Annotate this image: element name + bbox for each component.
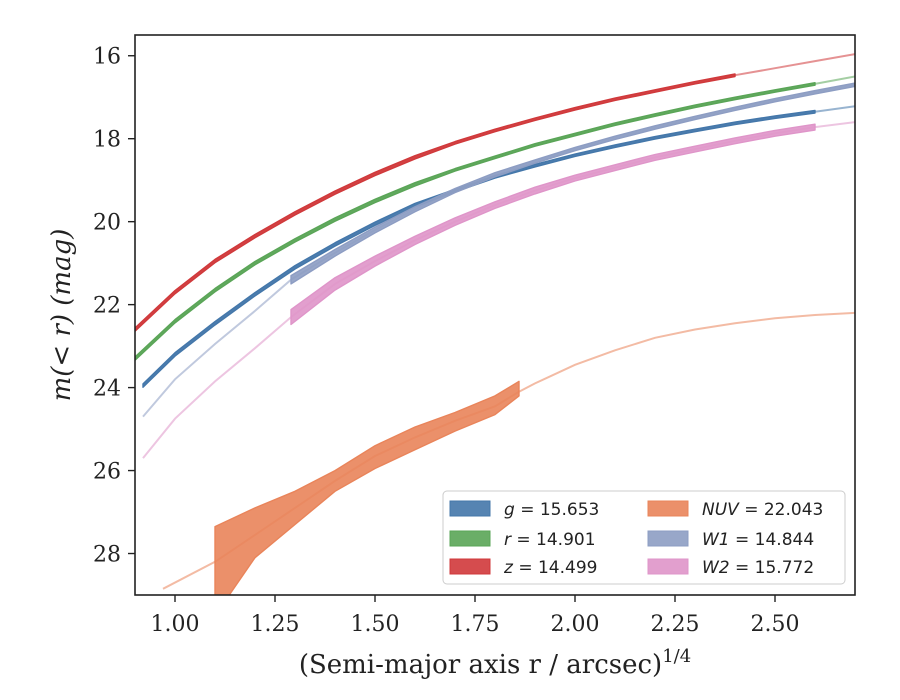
x-tick-label: 2.25 bbox=[651, 612, 700, 637]
series-r-model-line bbox=[135, 75, 855, 360]
legend-label-g: g = 15.653 bbox=[504, 500, 599, 520]
series-w1-model-line bbox=[142, 83, 855, 418]
series-g-band bbox=[142, 109, 816, 388]
legend-label-w2: W2 = 15.772 bbox=[702, 558, 814, 578]
x-tick-label: 1.75 bbox=[451, 612, 500, 637]
legend-swatch-w1 bbox=[647, 530, 689, 547]
y-tick-label: 28 bbox=[93, 543, 121, 568]
series-z-band bbox=[135, 73, 736, 332]
x-tick-label: 1.25 bbox=[251, 612, 300, 637]
x-tick-label: 2.50 bbox=[751, 612, 800, 637]
series-w2-band bbox=[290, 123, 816, 326]
plot-frame bbox=[134, 34, 856, 596]
legend-frame bbox=[442, 490, 846, 585]
x-axis-label-text: (Semi-major axis r / arcsec) bbox=[299, 650, 662, 680]
y-axis: 16 18 20 22 24 26 28 bbox=[93, 45, 135, 568]
x-tick-label: 1.00 bbox=[151, 612, 200, 637]
x-axis-label-exponent: 1/4 bbox=[662, 646, 691, 667]
series-nuv-band bbox=[214, 380, 520, 595]
legend-swatch-w2 bbox=[647, 558, 689, 575]
legend: g = 15.653 r = 14.901 z = 14.499 NUV = 22.0… bbox=[442, 490, 846, 585]
legend-label-z: z = 14.499 bbox=[503, 558, 597, 578]
y-tick-label: 26 bbox=[93, 460, 121, 485]
series-g-model-line bbox=[142, 105, 855, 387]
y-tick-label: 18 bbox=[93, 128, 121, 153]
legend-swatch-z bbox=[449, 558, 491, 575]
x-tick-label: 1.50 bbox=[351, 612, 400, 637]
x-tick-label: 2.00 bbox=[551, 612, 600, 637]
x-axis: 1.00 1.25 1.50 1.75 2.00 2.25 2.50 bbox=[151, 595, 800, 637]
legend-label-nuv: NUV = 22.043 bbox=[702, 500, 823, 520]
y-tick-label: 22 bbox=[93, 294, 121, 319]
series-r-band bbox=[135, 82, 816, 361]
legend-label-r: r = 14.901 bbox=[504, 530, 596, 550]
y-axis-label: m(< r) (mag) bbox=[47, 229, 77, 402]
y-tick-label: 16 bbox=[93, 45, 121, 70]
legend-swatch-g bbox=[449, 500, 491, 517]
series-w1-band bbox=[290, 82, 855, 285]
y-tick-label: 24 bbox=[93, 377, 121, 402]
y-tick-label: 20 bbox=[93, 211, 121, 236]
legend-label-w1: W1 = 14.844 bbox=[702, 530, 814, 550]
legend-swatch-nuv bbox=[647, 500, 689, 517]
legend-swatch-r bbox=[449, 530, 491, 547]
plot-area bbox=[135, 53, 855, 595]
x-axis-label: (Semi-major axis r / arcsec)1/4 bbox=[299, 646, 691, 680]
